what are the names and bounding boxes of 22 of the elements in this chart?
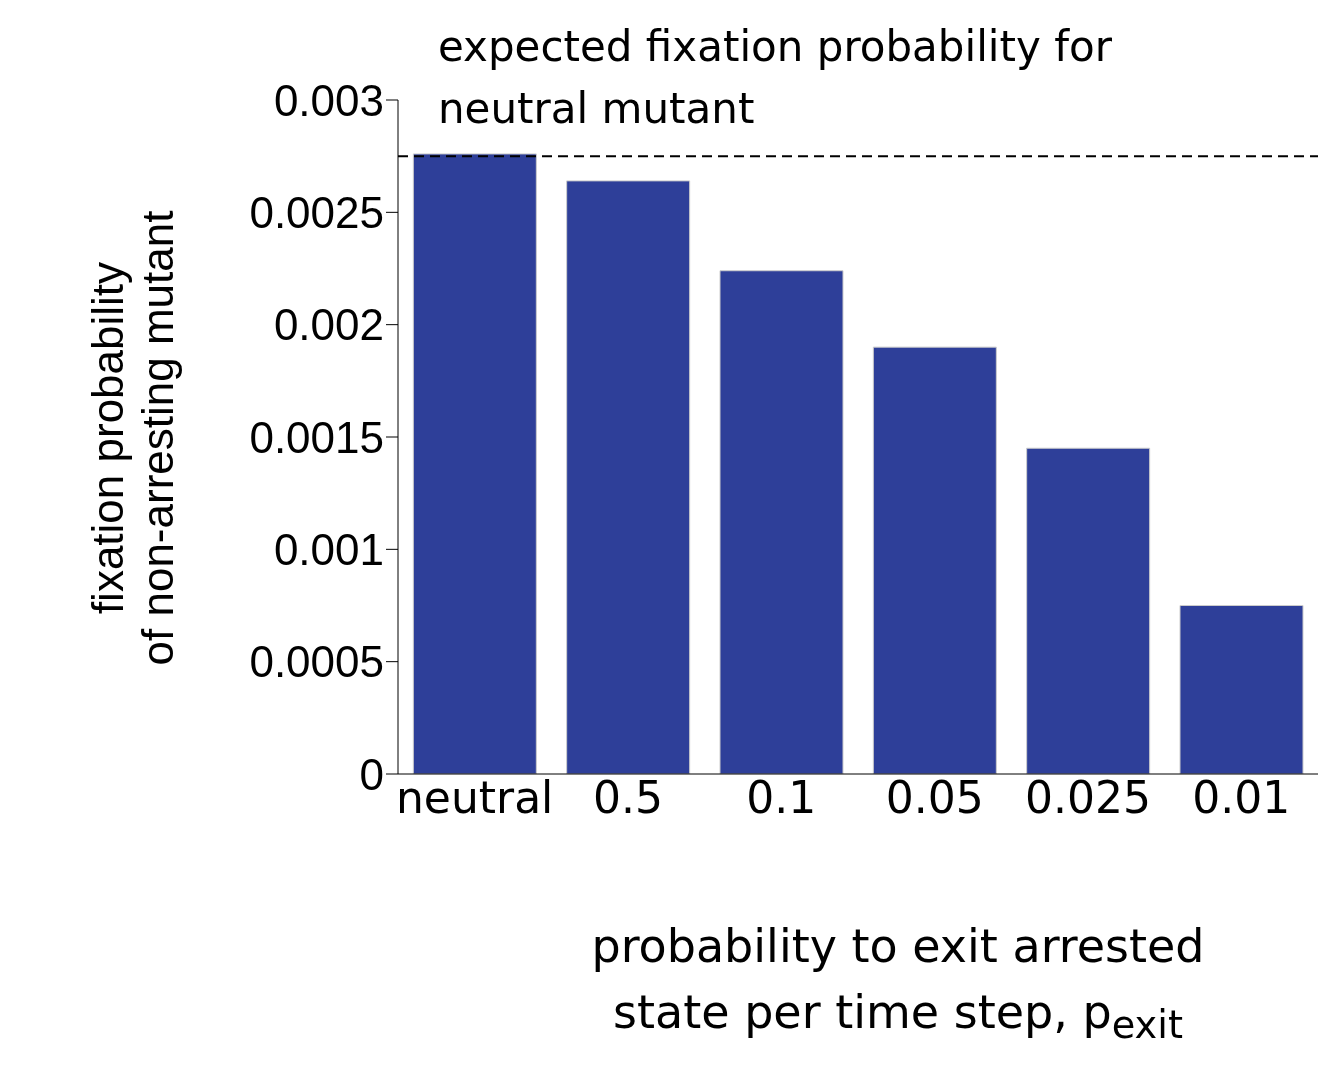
y-tick-label: 0.0005 [249, 637, 384, 687]
x-tick-label: 0.5 [593, 772, 663, 824]
bar [566, 180, 691, 774]
bar [1026, 447, 1151, 774]
y-tick-label: 0.001 [273, 524, 384, 574]
x-tick-label: 0.1 [746, 772, 817, 824]
x-tick-label: 0.025 [1025, 772, 1151, 824]
bar [412, 153, 537, 774]
x-tick-label: 0.05 [885, 772, 984, 824]
y-tick-label: 0.003 [273, 75, 384, 125]
y-tick-label: 0.0015 [249, 412, 384, 462]
y-tick-label: 0.002 [273, 300, 384, 350]
x-axis-title: probability to exit arrested state per time step, p$_{exit}$ [590, 918, 1206, 1050]
bar [1179, 605, 1304, 774]
bar [872, 346, 997, 774]
ref-line-label: expected fixation probability for neutral mutant [438, 21, 1112, 135]
bar [719, 270, 844, 774]
x-tick-label: neutral [395, 772, 554, 824]
y-axis-title: fixation probability of non-arresting mutant [83, 209, 183, 668]
y-tick-label: 0 [359, 749, 384, 799]
y-tick-label: 0.0025 [249, 187, 384, 237]
x-tick-label: 0.01 [1192, 772, 1291, 824]
